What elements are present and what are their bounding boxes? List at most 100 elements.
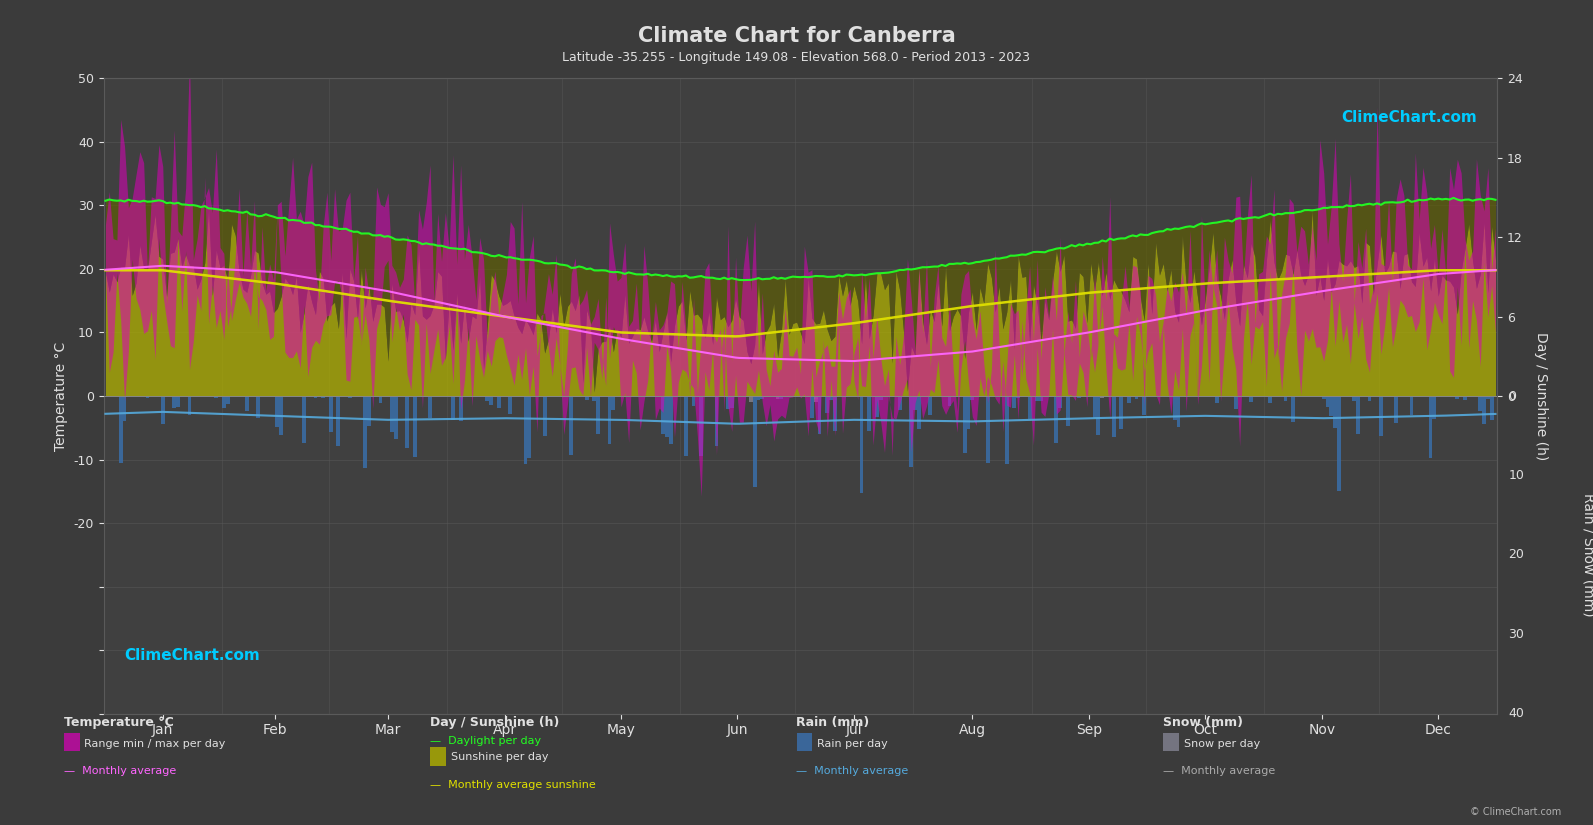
Bar	[1172, 396, 1177, 420]
Bar	[1325, 396, 1330, 407]
Bar	[1027, 396, 1032, 419]
Bar	[1333, 396, 1337, 428]
Bar	[215, 396, 218, 398]
Bar	[875, 396, 879, 417]
Bar	[1093, 396, 1096, 418]
Bar	[177, 396, 180, 408]
Text: © ClimeChart.com: © ClimeChart.com	[1470, 807, 1561, 817]
Bar	[336, 396, 341, 446]
Bar	[776, 396, 779, 398]
Bar	[749, 396, 753, 402]
Bar	[1322, 396, 1325, 398]
Bar	[486, 396, 489, 401]
Text: Rain / Snow (mm): Rain / Snow (mm)	[1580, 493, 1593, 616]
Bar	[967, 396, 970, 430]
Bar	[1486, 396, 1489, 398]
Bar	[809, 396, 814, 418]
Bar	[1096, 396, 1101, 435]
Text: 30: 30	[1509, 628, 1525, 641]
Text: Day / Sunshine (h): Day / Sunshine (h)	[430, 716, 559, 729]
Bar	[1101, 396, 1104, 398]
Bar	[145, 396, 150, 398]
Bar	[913, 396, 918, 410]
Bar	[833, 396, 836, 431]
Bar	[1016, 396, 1020, 398]
Bar	[524, 396, 527, 464]
Bar	[276, 396, 279, 427]
Bar	[726, 396, 730, 409]
Bar	[757, 396, 760, 400]
Bar	[970, 396, 975, 399]
Y-axis label: Temperature °C: Temperature °C	[54, 342, 68, 450]
Bar	[1112, 396, 1115, 437]
Bar	[814, 396, 817, 402]
Bar	[1126, 396, 1131, 403]
Bar	[1481, 396, 1486, 424]
Bar	[867, 396, 871, 431]
Text: Rain per day: Rain per day	[817, 739, 887, 749]
Bar	[1055, 396, 1058, 442]
Bar	[119, 396, 123, 463]
Bar	[860, 396, 863, 493]
Bar	[1235, 396, 1238, 409]
Bar	[543, 396, 546, 436]
Bar	[363, 396, 366, 468]
Bar	[256, 396, 260, 418]
Text: —  Monthly average: — Monthly average	[796, 766, 908, 775]
Bar	[303, 396, 306, 443]
Bar	[172, 396, 177, 408]
Bar	[962, 396, 967, 453]
Bar	[1268, 396, 1273, 403]
Bar	[1077, 396, 1082, 398]
Bar	[221, 396, 226, 408]
Bar	[1456, 396, 1459, 399]
Bar	[1410, 396, 1413, 415]
Bar	[986, 396, 989, 463]
Bar	[1462, 396, 1467, 399]
Bar	[1489, 396, 1494, 420]
Y-axis label: Day / Sunshine (h): Day / Sunshine (h)	[1534, 332, 1548, 460]
Bar	[188, 396, 191, 415]
Bar	[683, 396, 688, 455]
Text: 40: 40	[1509, 707, 1525, 720]
Bar	[1367, 396, 1372, 401]
Bar	[1066, 396, 1070, 427]
Bar	[569, 396, 573, 455]
Bar	[322, 396, 325, 398]
Bar	[779, 396, 784, 399]
Bar	[1394, 396, 1399, 422]
Text: Climate Chart for Canberra: Climate Chart for Canberra	[637, 26, 956, 46]
Bar	[1249, 396, 1254, 402]
Bar	[715, 396, 718, 446]
Text: ClimeChart.com: ClimeChart.com	[1341, 111, 1477, 125]
Bar	[328, 396, 333, 432]
Bar	[527, 396, 530, 459]
Bar	[161, 396, 164, 424]
Bar	[1142, 396, 1145, 415]
Bar	[607, 396, 612, 444]
Bar	[1134, 396, 1139, 399]
Text: —  Monthly average sunshine: — Monthly average sunshine	[430, 780, 596, 790]
Bar	[1058, 396, 1063, 408]
Bar	[929, 396, 932, 415]
Text: Snow (mm): Snow (mm)	[1163, 716, 1243, 729]
Bar	[393, 396, 398, 440]
Bar	[459, 396, 462, 421]
Bar	[1005, 396, 1008, 464]
Bar	[760, 396, 765, 398]
Bar	[596, 396, 601, 433]
Text: 0: 0	[1509, 389, 1517, 403]
Text: 10: 10	[1509, 469, 1525, 482]
Bar	[1352, 396, 1356, 401]
Bar	[158, 396, 161, 397]
Bar	[489, 396, 494, 405]
Bar	[314, 396, 317, 398]
Bar	[817, 396, 822, 434]
Bar	[1356, 396, 1360, 434]
Text: —  Monthly average: — Monthly average	[1163, 766, 1274, 775]
Bar	[366, 396, 371, 426]
Bar	[123, 396, 126, 421]
Bar	[390, 396, 393, 432]
Bar	[497, 396, 500, 408]
Bar	[585, 396, 588, 400]
